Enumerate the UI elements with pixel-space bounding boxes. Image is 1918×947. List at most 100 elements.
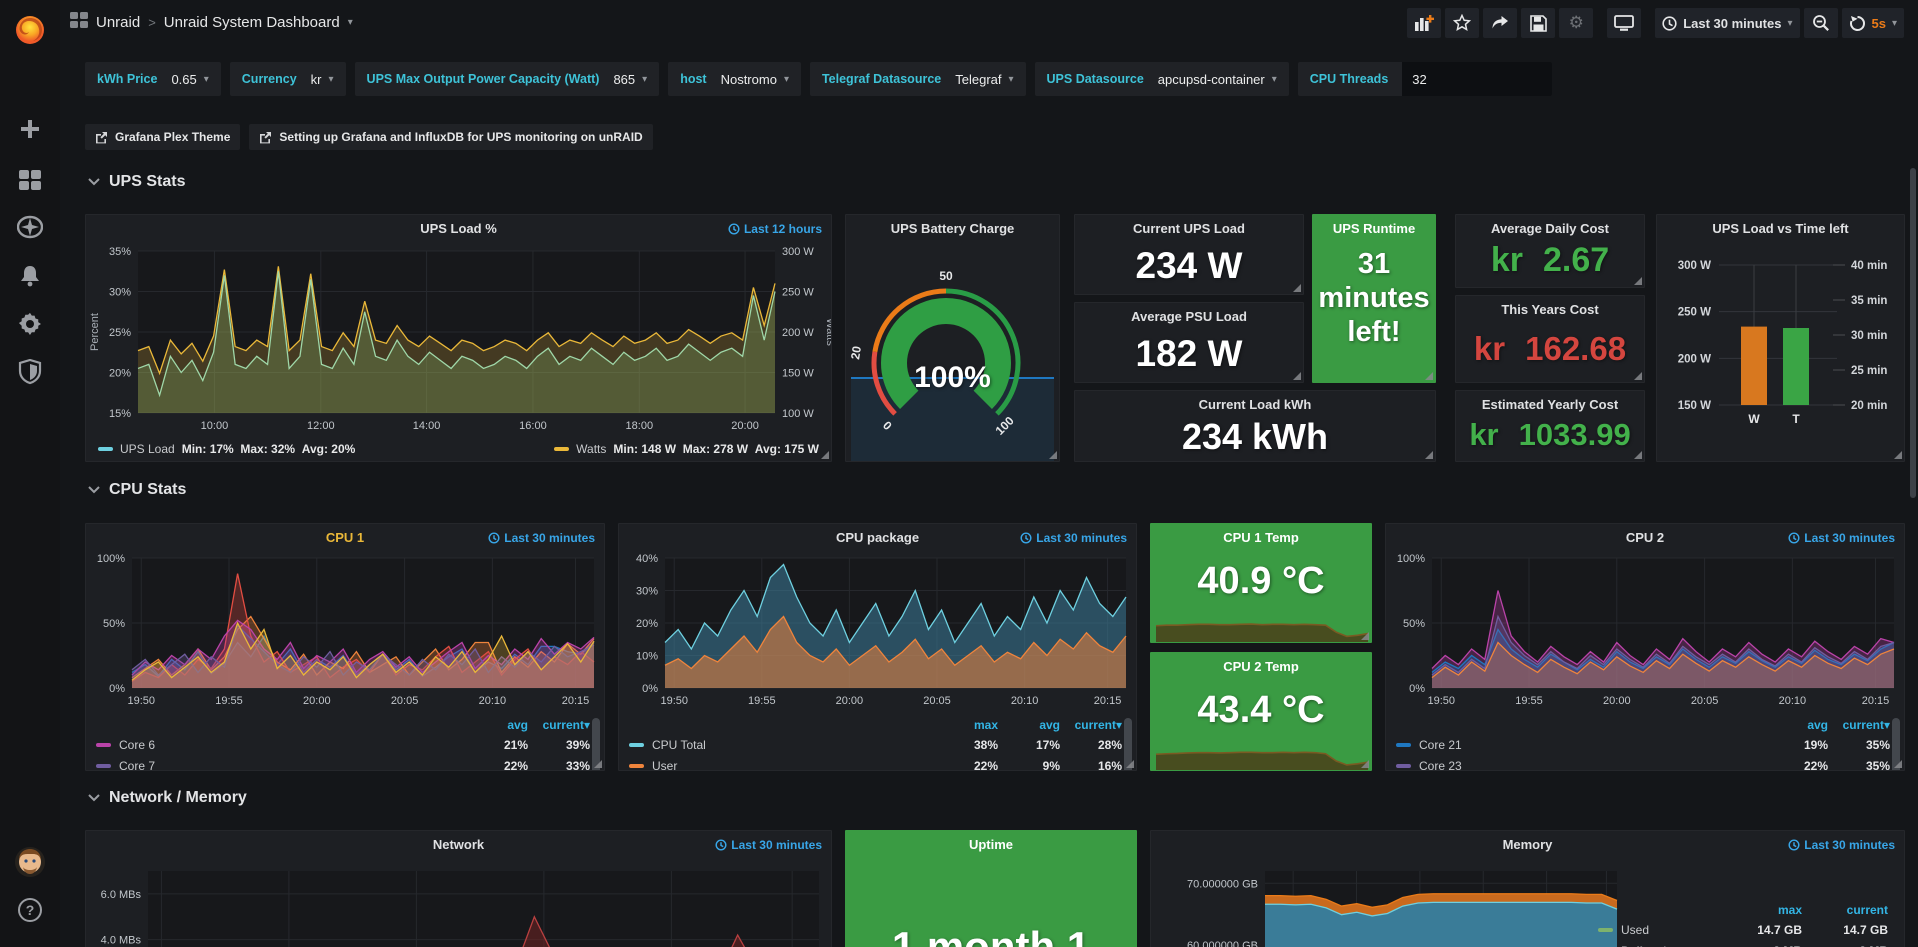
grafana-logo-icon[interactable]	[0, 8, 60, 52]
share-button[interactable]	[1483, 8, 1518, 38]
panel-title[interactable]: Average PSU Load	[1131, 309, 1247, 324]
ups-load-time-bar-chart[interactable]: 300 W 250 W 200 W 150 W 40 min 35 min 30 min 25…	[1657, 241, 1904, 461]
panel-ups-load-vs-time-left[interactable]: UPS Load vs Time left 300 W 250 W 200 W 150…	[1656, 214, 1905, 462]
sidebar-help-icon[interactable]: ?	[0, 893, 60, 927]
panel-ups-runtime[interactable]: UPS Runtime 31 minutes left!	[1312, 214, 1436, 383]
variable-ups-max-output[interactable]: UPS Max Output Power Capacity (Watt) 865…	[354, 62, 660, 96]
variable-value[interactable]: apcupsd-container	[1157, 71, 1265, 87]
panel-title[interactable]: Average Daily Cost	[1490, 221, 1609, 236]
sidebar-add-icon[interactable]	[0, 112, 60, 146]
legend-sort-column[interactable]: avg	[1039, 718, 1060, 732]
variable-currency[interactable]: Currency kr ▾	[229, 62, 346, 96]
panel-title[interactable]: Uptime	[968, 837, 1014, 852]
save-button[interactable]	[1521, 8, 1556, 38]
panel-timerange[interactable]: Last 30 minutes	[488, 531, 595, 545]
cycle-view-button[interactable]	[1607, 8, 1642, 38]
panel-cpu2[interactable]: CPU 2 Last 30 minutes 19:50 19:55 20:00 20:…	[1385, 523, 1905, 771]
legend-scrollbar[interactable]	[1892, 718, 1900, 770]
panel-title[interactable]: Estimated Yearly Cost	[1481, 397, 1619, 412]
panel-ups-battery-charge[interactable]: UPS Battery Charge 0 20 50 100 100%	[845, 214, 1060, 462]
legend-sort-column[interactable]: current▾	[1842, 718, 1890, 732]
legend-row[interactable]: Buffered3 MB3 MB	[1588, 940, 1888, 947]
panel-average-psu-load[interactable]: Average PSU Load 182 W	[1074, 302, 1304, 383]
sidebar-alerting-icon[interactable]	[0, 259, 60, 293]
sidebar-server-admin-icon[interactable]	[0, 355, 60, 389]
panel-timerange[interactable]: Last 30 minutes	[715, 838, 822, 852]
legend-sort-column[interactable]: current	[1846, 903, 1888, 917]
legend-entry[interactable]: UPS Load Min: 17% Max: 32% Avg: 20%	[98, 442, 355, 456]
panel-title[interactable]: UPS Load vs Time left	[1712, 221, 1849, 236]
panel-title[interactable]: CPU 2	[1625, 530, 1665, 545]
legend-sort-column[interactable]: max	[973, 718, 998, 732]
panel-cpu2-temp[interactable]: CPU 2 Temp 43.4 °C	[1150, 652, 1372, 771]
panel-title[interactable]: Current UPS Load	[1133, 221, 1245, 236]
panel-title[interactable]: CPU 2 Temp	[1223, 659, 1299, 674]
add-panel-button[interactable]	[1407, 8, 1442, 38]
panel-title[interactable]: Current Load kWh	[1198, 397, 1312, 412]
link-grafana-plex-theme[interactable]: Grafana Plex Theme	[85, 124, 241, 150]
legend-scrollbar[interactable]	[592, 718, 600, 770]
zoom-out-button[interactable]	[1803, 8, 1838, 38]
variable-ups-datasource[interactable]: UPS Datasource apcupsd-container ▾	[1034, 62, 1289, 96]
dashboard-settings-button[interactable]: ⚙	[1559, 8, 1594, 38]
cpu-threads-input[interactable]: 32	[1402, 62, 1553, 96]
variable-telegraf-datasource[interactable]: Telegraf Datasource Telegraf ▾	[809, 62, 1026, 96]
legend-row[interactable]: User 22% 9% 16%	[619, 755, 1122, 770]
panel-cpu-package[interactable]: CPU package Last 30 minutes 19:50 19:55 20…	[618, 523, 1137, 771]
variable-host[interactable]: host Nostromo ▾	[668, 62, 801, 96]
user-avatar[interactable]	[0, 842, 60, 882]
panel-timerange[interactable]: Last 30 minutes	[1788, 838, 1895, 852]
sidebar-configuration-icon[interactable]	[0, 307, 60, 341]
chevron-down-icon[interactable]: ▾	[347, 16, 353, 28]
section-cpu-stats[interactable]: CPU Stats	[88, 481, 186, 499]
legend-sort-column[interactable]: current▾	[542, 718, 590, 732]
panel-uptime[interactable]: Uptime 1 month 1	[845, 830, 1137, 947]
panel-title[interactable]: CPU 1	[325, 530, 365, 545]
legend-row[interactable]: Core 7 22% 33%	[86, 755, 590, 770]
panel-timerange[interactable]: Last 12 hours	[728, 222, 822, 236]
refresh-interval-label[interactable]: 5s	[1871, 15, 1886, 31]
panel-title[interactable]: This Years Cost	[1501, 302, 1599, 317]
variable-value[interactable]: Nostromo	[720, 71, 777, 87]
ups-load-chart[interactable]: 10:00 12:00 14:00 16:00 18:00 20:00 35% 30% 25% 2…	[86, 241, 831, 442]
refresh-button[interactable]: 5s ▾	[1841, 8, 1904, 38]
panel-cpu1[interactable]: CPU 1 Last 30 minutes 19:50 19:55 20:00 20:…	[85, 523, 605, 771]
variable-value[interactable]: kr	[310, 71, 322, 87]
panel-this-years-cost[interactable]: This Years Cost kr 162.68	[1455, 295, 1645, 383]
panel-title[interactable]: UPS Load %	[420, 221, 497, 236]
panel-timerange[interactable]: Last 30 minutes	[1020, 531, 1127, 545]
legend-row[interactable]: CPU Total 38% 17% 28%	[619, 734, 1122, 755]
breadcrumb-app[interactable]: Unraid	[96, 13, 141, 31]
panel-title[interactable]: Network	[432, 837, 485, 852]
cpu1-chart[interactable]: 19:50 19:55 20:00 20:05 20:10 20:15 100% 50% 0%	[86, 550, 604, 719]
legend-sort-column[interactable]: current▾	[1074, 718, 1122, 732]
sidebar-dashboards-icon[interactable]	[0, 163, 60, 197]
variable-kwh-price[interactable]: kWh Price 0.65 ▾	[85, 62, 221, 96]
panel-current-load-kwh[interactable]: Current Load kWh 234 kWh	[1074, 390, 1436, 462]
panel-title[interactable]: Memory	[1502, 837, 1553, 852]
section-network-memory[interactable]: Network / Memory	[88, 789, 247, 807]
variable-value[interactable]: 865	[613, 71, 636, 87]
panel-cpu1-temp[interactable]: CPU 1 Temp 40.9 °C	[1150, 523, 1372, 643]
legend-row[interactable]: Core 6 21% 39%	[86, 734, 590, 755]
panel-estimated-yearly-cost[interactable]: Estimated Yearly Cost kr 1033.99	[1455, 390, 1645, 462]
panel-memory[interactable]: Memory Last 30 minutes 70.000000 GB 60.00…	[1150, 830, 1905, 947]
link-ups-monitoring-guide[interactable]: Setting up Grafana and InfluxDB for UPS …	[249, 124, 653, 150]
breadcrumb-page-title[interactable]: Unraid System Dashboard	[163, 13, 340, 31]
legend-row[interactable]: Core 21 19% 35%	[1386, 734, 1890, 755]
panel-title[interactable]: UPS Battery Charge	[890, 221, 1015, 236]
page-scrollbar[interactable]	[1910, 168, 1916, 498]
panel-title[interactable]: CPU package	[835, 530, 920, 545]
section-ups-stats[interactable]: UPS Stats	[88, 173, 185, 191]
panel-title[interactable]: UPS Runtime	[1332, 221, 1416, 236]
panel-ups-load[interactable]: UPS Load % Last 12 hours 10:00 12:00 14:00…	[85, 214, 832, 462]
legend-sort-column[interactable]: avg	[1807, 718, 1828, 732]
panel-title[interactable]: CPU 1 Temp	[1223, 530, 1299, 545]
legend-row[interactable]: Core 23 22% 35%	[1386, 755, 1890, 770]
cpu-package-chart[interactable]: 19:50 19:55 20:00 20:05 20:10 20:15 40% 30% 20% 1…	[619, 550, 1136, 719]
variable-value[interactable]: Telegraf	[955, 71, 1002, 87]
sidebar-explore-icon[interactable]	[0, 210, 60, 244]
